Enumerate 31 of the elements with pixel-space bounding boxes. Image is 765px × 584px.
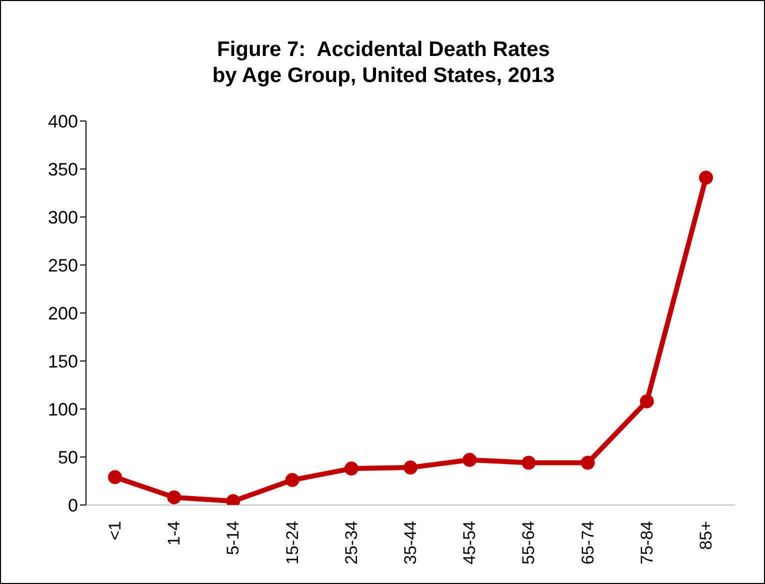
y-tick-label: 50 <box>58 447 78 468</box>
y-tick-label: 100 <box>48 399 78 420</box>
y-tick-label: 0 <box>68 495 78 516</box>
chart-title: Figure 7: Accidental Death Rates by Age Group, United States, 2013 <box>211 37 556 89</box>
x-tick-label: 5-14 <box>224 521 243 556</box>
point <box>522 456 536 470</box>
y-tick-label: 200 <box>48 303 78 324</box>
point <box>167 490 182 504</box>
point <box>285 473 300 488</box>
x-tick-label: 45-54 <box>460 521 480 564</box>
y-tick-label: 300 <box>48 207 78 228</box>
x-tick-label: 1-4 <box>164 521 184 546</box>
point <box>640 394 654 408</box>
point <box>462 452 477 467</box>
point <box>699 170 713 185</box>
point <box>580 456 595 470</box>
x-tick-label: 75-84 <box>637 521 656 564</box>
x-tick-label: 15-24 <box>282 521 302 564</box>
y-tick-label: 250 <box>48 255 78 276</box>
x-tick-label: 35-44 <box>401 521 420 564</box>
y-tick-label: 400 <box>48 111 78 132</box>
point <box>404 460 418 475</box>
x-tick-label: 55-64 <box>519 521 538 564</box>
point <box>108 470 122 484</box>
point <box>344 462 358 476</box>
x-tick-label: 25-34 <box>342 521 361 564</box>
x-tick-label: <1 <box>106 521 124 540</box>
x-tick-label: 65-74 <box>578 521 598 564</box>
y-tick-label: 150 <box>48 351 78 372</box>
y-tick-label: 350 <box>48 159 78 180</box>
x-tick-label: 85+ <box>696 520 716 550</box>
